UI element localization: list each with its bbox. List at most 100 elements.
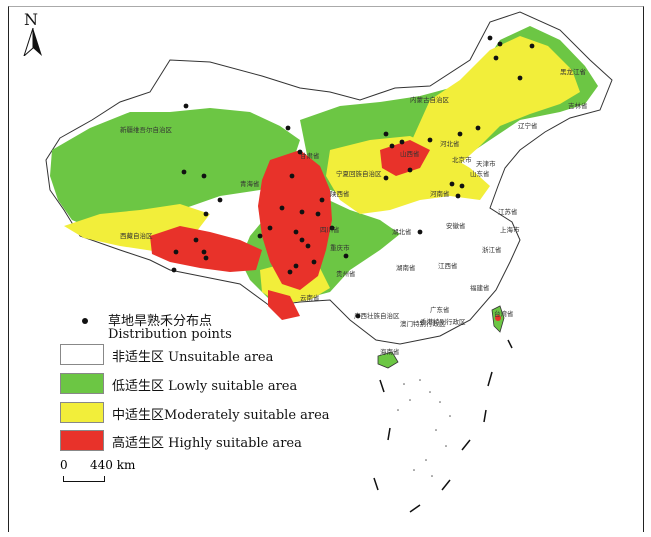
province-label: 台湾省 [494,309,514,318]
high-region-tibet [150,226,262,272]
legend-label-moderate: 中适生区Moderately suitable area [112,408,330,423]
province-label: 云南省 [300,293,320,302]
province-label: 香港特别行政区 [420,317,466,326]
province-label: 广西壮族自治区 [354,311,400,320]
map-frame [8,6,644,532]
distribution-point [383,175,389,181]
distribution-point [417,229,423,235]
province-label: 甘肃省 [300,151,320,160]
north-label: N [24,10,38,29]
distribution-point [475,125,481,131]
distribution-point [217,197,223,203]
distribution-point [297,149,303,155]
distribution-point [293,263,299,269]
distribution-point [293,229,299,235]
distribution-point [171,267,177,273]
province-label: 海南省 [380,347,400,356]
province-label: 重庆市 [330,243,350,252]
swatch-unsuitable [60,344,104,365]
high-region-south [268,290,300,320]
distribution-point [183,103,189,109]
distribution-point [173,249,179,255]
province-label: 江西省 [438,261,458,270]
high-region-north [380,140,430,176]
province-label: 浙江省 [482,245,502,254]
swatch-high [60,430,104,451]
distribution-point [517,75,523,81]
province-label: 宁夏回族自治区 [336,169,382,178]
province-label: 上海市 [500,225,520,234]
province-label: 辽宁省 [518,121,538,130]
north-arrow-icon [23,28,42,56]
distribution-point [315,211,321,217]
distribution-point-icon [82,318,88,324]
distribution-point [493,55,499,61]
province-label: 广东省 [430,305,450,314]
province-label: 北京市 [452,155,472,164]
distribution-point [529,43,535,49]
province-label: 青海省 [240,179,260,188]
scale-value: 440 km [90,458,136,472]
scattered-islands [397,379,451,477]
distribution-point [407,167,413,173]
distribution-point [457,131,463,137]
scale-line [63,476,105,482]
distribution-point [203,255,209,261]
distribution-point [305,243,311,249]
distribution-point [201,173,207,179]
north-arrow: N [20,10,46,56]
province-label: 西藏自治区 [120,231,153,240]
province-label: 陕西省 [330,189,350,198]
province-label: 澳门特别行政区 [400,319,446,328]
legend-high: 高适生区 Highly suitable area [60,430,360,452]
distribution-point [279,205,285,211]
distribution-points-layer [171,35,535,319]
distribution-point [203,211,209,217]
distribution-point [383,131,389,137]
distribution-point [329,225,335,231]
province-label: 安徽省 [446,221,466,230]
province-label: 湖北省 [392,227,412,236]
province-label: 天津市 [476,159,496,168]
province-label: 福建省 [470,283,490,292]
legend-distribution-points: 草地旱熟禾分布点 Distribution points [82,310,342,344]
distribution-point [449,181,455,187]
moderate-region-central [326,136,490,214]
legend-label-high: 高适生区 Highly suitable area [112,436,302,451]
distribution-point [201,249,207,255]
distribution-point [267,225,273,231]
distribution-point [289,173,295,179]
province-label: 湖南省 [396,263,416,272]
distribution-point [319,197,325,203]
distribution-point [399,139,405,145]
province-label: 内蒙古自治区 [410,95,450,104]
distribution-point [487,35,493,41]
nine-dash-line [373,339,513,513]
province-label: 新疆维吾尔自治区 [120,125,173,134]
province-label: 贵州省 [336,269,356,278]
distribution-point [389,143,395,149]
distribution-point [427,137,433,143]
province-label: 河北省 [440,139,460,148]
legend-label-lowly: 低适生区 Lowly suitable area [112,379,298,394]
high-region-core [258,150,332,290]
distribution-point [299,209,305,215]
province-label: 江苏省 [498,207,518,216]
province-label: 山东省 [470,169,490,178]
province-label: 吉林省 [568,101,588,110]
legend-points-cn: 草地旱熟禾分布点 [108,314,213,329]
distribution-point [497,41,503,47]
province-label: 山西省 [400,149,420,158]
distribution-point [455,193,461,199]
distribution-point [311,259,317,265]
hainan-island [377,351,399,369]
distribution-point [299,237,305,243]
distribution-point [343,253,349,259]
scale-bar: 0 440 km [60,458,135,488]
distribution-point [193,237,199,243]
province-label: 黑龙江省 [560,67,587,76]
distribution-point [181,169,187,175]
legend-label-unsuitable: 非适生区 Unsuitable area [112,350,274,365]
swatch-lowly [60,373,104,394]
